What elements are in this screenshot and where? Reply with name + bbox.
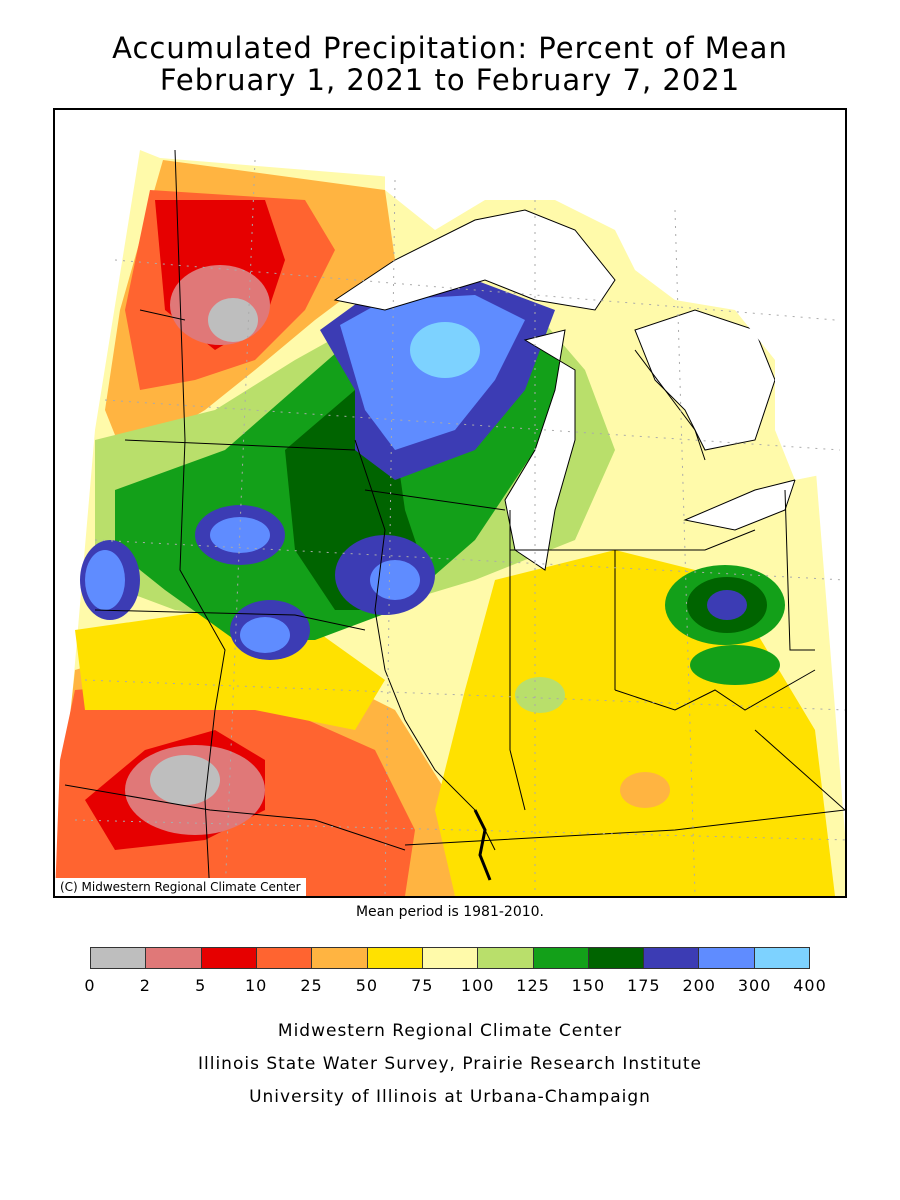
map-title: Accumulated Precipitation: Percent of Me… xyxy=(112,31,788,65)
river-trace xyxy=(473,809,492,881)
legend-tick-label: 75 xyxy=(411,976,434,995)
legend-tick-label: 400 xyxy=(793,976,827,995)
legend-swatch xyxy=(367,948,423,968)
legend-tick-label: 125 xyxy=(516,976,550,995)
zone-300-400-wisconsin xyxy=(410,322,480,378)
precipitation-map xyxy=(53,108,847,898)
mean-period-note: Mean period is 1981-2010. xyxy=(355,904,545,920)
legend-tick-label: 50 xyxy=(355,976,379,995)
legend-swatch xyxy=(312,948,368,968)
legend-swatch xyxy=(91,948,147,968)
zone-0-2-south xyxy=(150,755,220,805)
legend-tick-label: 5 xyxy=(195,976,207,995)
legend-swatch xyxy=(146,948,202,968)
copyright-label: (C) Midwestern Regional Climate Center xyxy=(55,878,306,896)
zone-200-300-nebraska xyxy=(85,550,125,610)
zone-200-300-missouri xyxy=(240,617,290,653)
map-date-range: February 1, 2021 to February 7, 2021 xyxy=(159,63,741,97)
legend-tick-label: 150 xyxy=(571,976,606,995)
zone-175-200-ohio xyxy=(707,590,747,620)
legend-swatch xyxy=(533,948,589,968)
legend-swatch xyxy=(588,948,645,968)
zone-0-2-north xyxy=(208,298,258,342)
zone-200-300-iowa xyxy=(210,517,270,553)
legend-tick-label: 10 xyxy=(244,976,268,995)
lake-erie xyxy=(683,479,796,531)
graticule xyxy=(74,159,845,896)
legend-tick-label: 25 xyxy=(300,976,323,995)
legend-tick-labels: 0 2 5 10 25 50 75 100 125 150 175 200 300 400 xyxy=(84,976,825,998)
legend-tick-label: 0 xyxy=(84,976,96,995)
legend-swatch xyxy=(699,948,755,968)
legend-swatch xyxy=(422,948,479,968)
legend-tick-label: 300 xyxy=(737,976,772,995)
footer-university: University of Illinois at Urbana-Champai… xyxy=(249,1087,651,1107)
zone-100-125-indiana xyxy=(515,677,565,713)
legend-swatch xyxy=(201,948,257,968)
legend-swatch xyxy=(754,948,810,968)
legend-color-bar xyxy=(90,947,810,969)
zone-125-150-indiana xyxy=(690,645,780,685)
legend-tick-label: 200 xyxy=(682,976,716,995)
legend-tick-label: 175 xyxy=(627,976,661,995)
legend-swatch xyxy=(256,948,313,968)
legend-swatch xyxy=(644,948,700,968)
canada-region xyxy=(385,110,845,480)
zone-25-50-kentucky xyxy=(620,772,670,808)
map-canvas xyxy=(55,110,845,896)
footer-org: Midwestern Regional Climate Center xyxy=(277,1021,623,1041)
lake-superior xyxy=(333,209,616,311)
legend-swatch xyxy=(478,948,534,968)
legend-tick-label: 100 xyxy=(460,976,495,995)
legend-tick-label: 2 xyxy=(139,976,151,995)
zone-200-300-illinois xyxy=(370,560,420,600)
footer-survey: Illinois State Water Survey, Prairie Res… xyxy=(198,1054,702,1074)
state-boundaries xyxy=(64,149,845,896)
